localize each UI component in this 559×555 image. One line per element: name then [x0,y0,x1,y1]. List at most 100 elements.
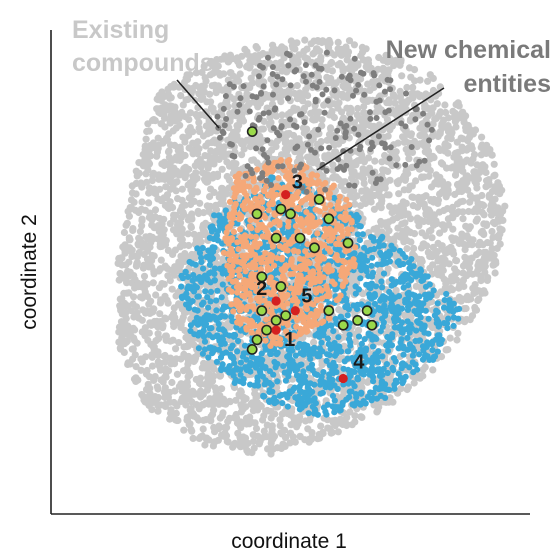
existing-compound-point [364,154,373,162]
existing-compound-point [303,45,311,53]
existing-compound-point [469,236,477,244]
existing-compound-point [328,79,336,87]
existing-compound-point [154,385,162,393]
blue-point [185,305,192,312]
existing-compound-point [328,107,336,115]
existing-compound-point [207,98,215,106]
existing-compound-point [123,337,131,345]
existing-compound-point [483,177,491,185]
existing-compound-point [140,272,149,280]
existing-compound-point [236,435,245,443]
existing-compound-point [130,313,138,321]
existing-compound-point [453,336,461,344]
existing-compound-point [335,140,343,148]
existing-compound-point [122,261,130,269]
existing-compound-point [142,233,150,241]
existing-compound-point [359,175,368,183]
existing-compound-point [295,51,303,59]
existing-compound-point [172,292,180,300]
existing-compound-point [433,176,441,184]
existing-compound-point [132,262,140,270]
existing-compound-point [426,71,434,79]
existing-compound-point [454,329,462,337]
existing-compound-point [144,261,152,269]
existing-compound-point [435,112,443,120]
existing-compound-point [388,209,396,217]
existing-compound-point [161,262,169,270]
existing-compound-point [495,217,503,225]
existing-compound-point [232,410,240,419]
existing-compound-point [483,276,491,284]
existing-compound-point [451,109,459,117]
existing-compound-point [115,276,123,284]
existing-compound-point [140,250,148,259]
existing-compound-point [161,201,169,210]
existing-compound-point [161,358,169,366]
existing-compound-point [268,429,276,437]
existing-compound-point [157,256,165,264]
existing-compound-point [218,165,226,173]
existing-compound-point [188,214,196,222]
existing-compound-point [478,141,486,149]
existing-compound-point [154,330,162,338]
existing-compound-point [178,185,186,193]
existing-compound-point [172,345,180,353]
existing-compound-point [120,348,128,356]
blue-point [453,306,460,313]
existing-compound-point [188,87,197,95]
existing-compound-point [172,355,180,363]
blue-point [178,283,185,290]
existing-compound-point [466,198,474,206]
existing-compound-point [143,292,152,301]
existing-compound-point [493,208,501,216]
existing-compound-point [170,80,178,88]
existing-compound-point [210,188,218,196]
existing-compound-point [496,225,504,233]
existing-compound-point [189,146,197,154]
existing-compound-point [310,338,318,346]
existing-compound-point [448,213,456,221]
existing-compound-point [299,124,307,132]
existing-compound-point [164,272,172,280]
existing-compound-point [176,262,184,270]
blue-point [443,290,450,298]
existing-compound-point [155,94,163,103]
existing-compound-point [269,435,277,443]
existing-compound-point [166,119,174,127]
existing-compound-point [363,60,371,68]
existing-compound-point [207,413,215,421]
existing-compound-point [189,434,197,442]
existing-compound-point [477,228,485,236]
existing-compound-point [169,250,177,258]
existing-compound-point [336,415,344,423]
existing-compound-point [477,272,485,281]
existing-compound-point [129,225,137,233]
existing-compound-point [185,165,193,173]
existing-compound-point [157,366,165,374]
existing-compound-point [145,300,153,308]
existing-compound-point [354,104,362,113]
existing-compound-point [254,103,262,111]
existing-compound-point [257,402,265,410]
existing-compound-point [362,45,370,53]
existing-compound-point [360,109,368,117]
existing-compound-point [148,307,156,315]
existing-compound-point [490,172,498,180]
existing-compound-point [161,123,169,131]
existing-compound-point [145,189,153,197]
existing-compound-point [167,412,176,420]
existing-compound-point [187,223,195,232]
existing-compound-point [169,203,177,212]
existing-compound-point [223,424,231,432]
existing-compound-point [424,77,432,85]
existing-compound-point [494,179,502,187]
existing-compound-point [457,110,465,118]
blue-point [380,270,388,277]
existing-compound-point [440,206,448,215]
existing-compound-point [381,184,389,192]
existing-compound-point [324,424,332,432]
blue-point [276,392,283,399]
existing-compound-point [199,169,207,177]
existing-compound-point [170,322,178,331]
existing-compound-point [225,414,234,422]
